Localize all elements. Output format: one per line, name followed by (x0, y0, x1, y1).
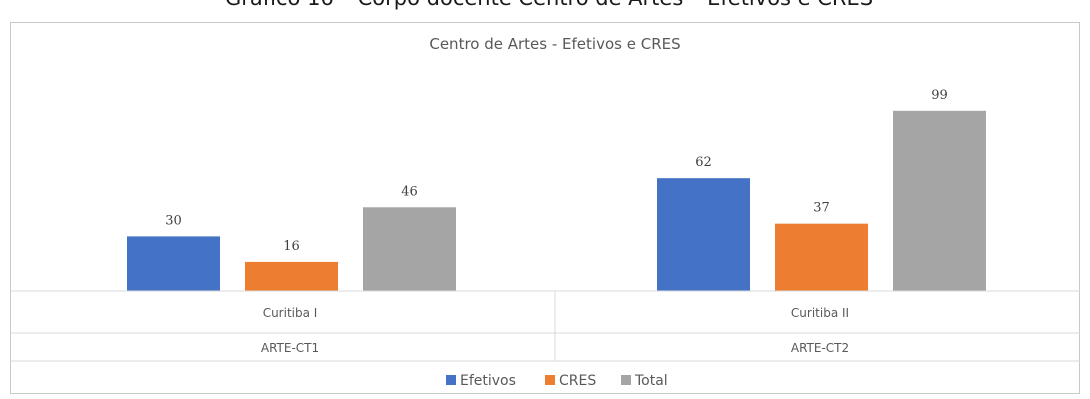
legend-swatch-total (621, 375, 631, 385)
bar-total-1 (363, 207, 456, 291)
legend-label-cres: CRES (559, 373, 596, 389)
bar-efetivos-2 (657, 178, 750, 291)
category-sublabel-1: ARTE-CT1 (261, 341, 319, 355)
bar-cres-2 (775, 223, 868, 291)
value-label-cres-2: 37 (813, 201, 830, 216)
bar-cres-1 (245, 261, 338, 291)
chart-frame (10, 22, 1080, 394)
value-label-efetivos-1: 30 (165, 213, 182, 228)
legend-swatch-cres (545, 375, 555, 385)
category-sublabel-2: ARTE-CT2 (791, 341, 849, 355)
value-label-efetivos-2: 62 (695, 155, 712, 170)
value-label-total-2: 99 (931, 88, 948, 103)
bar-total-2 (893, 110, 986, 291)
value-label-total-1: 46 (401, 184, 418, 199)
figure-caption: Gráfico 16 – Corpo docente Centro de Art… (225, 0, 1085, 10)
category-label-2: Curitiba II (791, 306, 849, 320)
category-label-1: Curitiba I (263, 306, 318, 320)
category-labels-group: Curitiba I ARTE-CT1 Curitiba II ARTE-CT2 (261, 306, 849, 355)
legend-label-total: Total (634, 373, 668, 389)
legend-swatch-efetivos (446, 375, 456, 385)
value-labels-group: 30 62 16 37 46 99 (165, 88, 948, 254)
value-label-cres-1: 16 (283, 239, 300, 254)
bar-efetivos-1 (127, 236, 220, 291)
category-axis (10, 290, 1080, 362)
legend-label-efetivos: Efetivos (460, 373, 516, 389)
chart-title: Centro de Artes - Efetivos e CRES (429, 35, 680, 53)
bars-group (127, 110, 986, 291)
legend: Efetivos CRES Total (446, 373, 668, 389)
